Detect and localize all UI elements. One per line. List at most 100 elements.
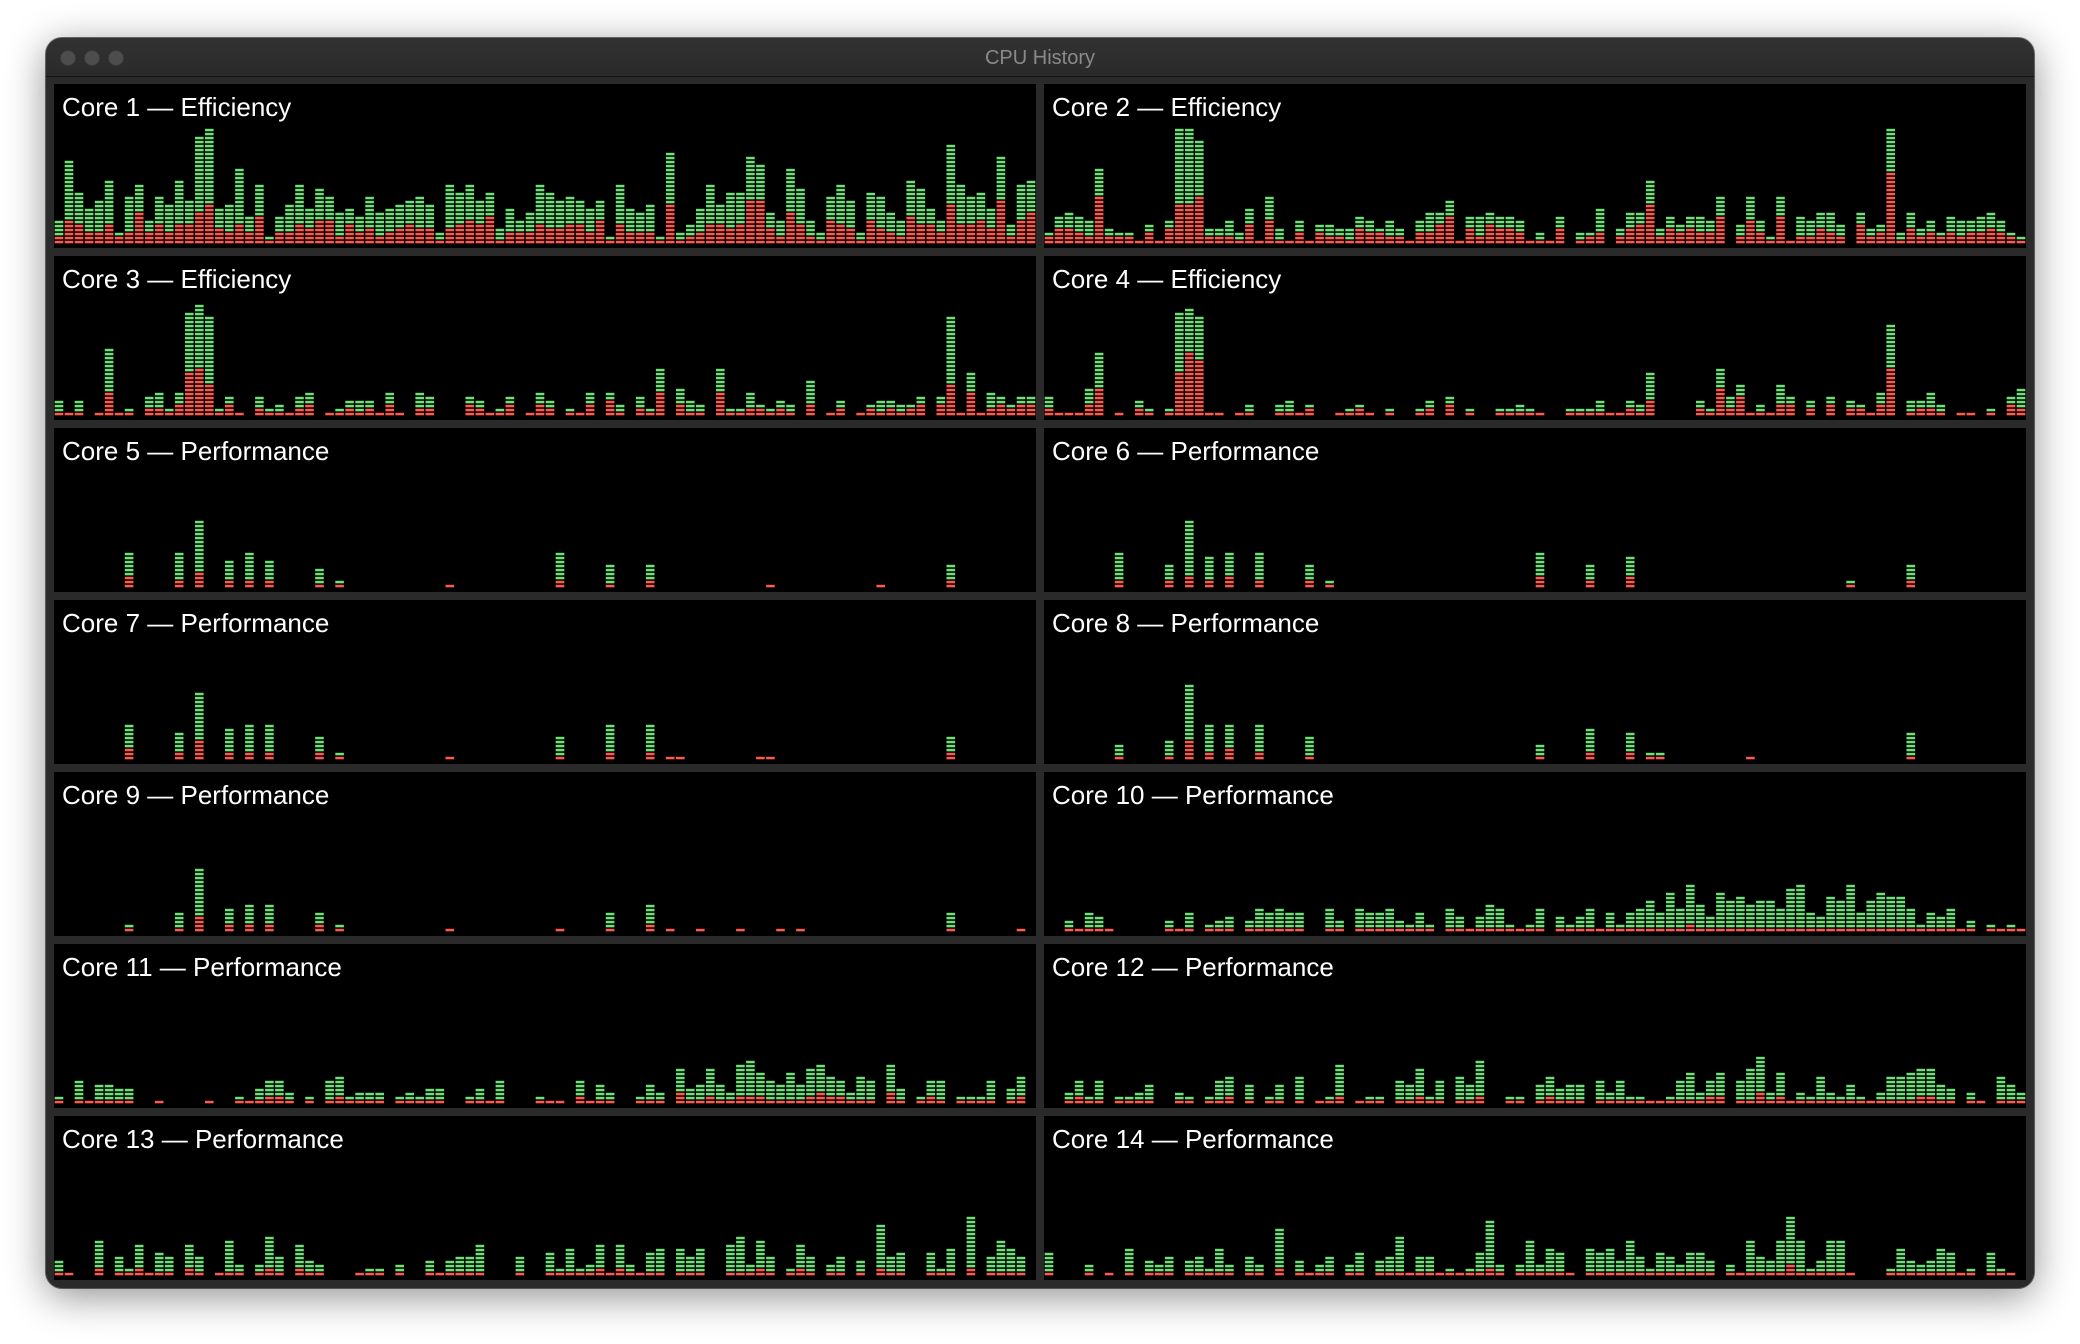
user-load-segment (1645, 752, 1655, 756)
user-load-segment (1856, 216, 1865, 220)
user-load-segment (255, 396, 264, 400)
user-load-segment (1716, 904, 1725, 908)
user-load-segment (1645, 372, 1655, 376)
system-load-segment (1185, 756, 1194, 760)
user-load-segment (205, 320, 214, 324)
user-load-segment (1275, 920, 1284, 924)
user-load-segment (1355, 404, 1364, 408)
user-load-segment (1615, 1264, 1625, 1268)
user-load-segment (1736, 392, 1745, 396)
user-load-segment (124, 228, 134, 232)
user-load-segment (1475, 1084, 1485, 1088)
user-load-segment (1385, 408, 1394, 412)
user-load-segment (505, 396, 515, 400)
user-load-segment (195, 176, 204, 180)
user-load-segment (1856, 220, 1865, 224)
system-load-segment (756, 1268, 765, 1272)
system-load-segment (74, 240, 84, 244)
system-load-segment (1185, 216, 1194, 220)
user-load-segment (535, 208, 545, 212)
system-load-segment (475, 236, 485, 240)
system-load-segment (615, 412, 625, 416)
system-load-segment (104, 1100, 114, 1104)
user-load-segment (1986, 408, 1996, 412)
system-load-segment (335, 1096, 344, 1100)
minimize-button[interactable] (84, 50, 100, 66)
user-load-segment (645, 1256, 655, 1260)
user-load-segment (1936, 404, 1946, 408)
user-load-segment (1816, 920, 1825, 924)
user-load-segment (225, 920, 234, 924)
system-load-segment (205, 404, 214, 408)
close-button[interactable] (60, 50, 76, 66)
system-load-segment (225, 928, 234, 932)
user-load-segment (1615, 1260, 1625, 1264)
system-load-segment (174, 408, 184, 412)
user-load-segment (225, 912, 234, 916)
user-load-segment (1585, 912, 1595, 916)
user-load-segment (1886, 148, 1895, 152)
user-load-segment (195, 556, 204, 560)
user-load-segment (706, 196, 715, 200)
user-load-segment (1916, 404, 1926, 408)
user-load-segment (1104, 228, 1114, 232)
core-panel: Core 4 — Efficiency (1044, 256, 2026, 420)
zoom-button[interactable] (108, 50, 124, 66)
user-load-segment (696, 408, 705, 412)
system-load-segment (1094, 928, 1104, 932)
user-load-segment (1706, 1080, 1715, 1084)
user-load-segment (295, 208, 304, 212)
user-load-segment (1635, 1264, 1645, 1268)
user-load-segment (1766, 904, 1775, 908)
user-load-segment (164, 1268, 174, 1272)
user-load-segment (1016, 208, 1026, 212)
user-load-segment (956, 188, 966, 192)
user-load-segment (1896, 924, 1905, 928)
user-load-segment (866, 196, 875, 200)
system-load-segment (275, 1096, 284, 1100)
system-load-segment (245, 580, 254, 584)
system-load-segment (315, 928, 324, 932)
user-load-segment (1084, 388, 1094, 392)
system-load-segment (1575, 928, 1585, 932)
user-load-segment (1255, 736, 1264, 740)
user-load-segment (195, 896, 204, 900)
user-load-segment (335, 228, 344, 232)
user-load-segment (1906, 400, 1916, 404)
user-load-segment (1816, 1268, 1825, 1272)
user-load-segment (645, 916, 655, 920)
system-load-segment (1054, 232, 1064, 236)
system-load-segment (1355, 236, 1364, 240)
user-load-segment (836, 1260, 845, 1264)
user-load-segment (1144, 228, 1154, 232)
user-load-segment (1736, 924, 1745, 928)
system-load-segment (1225, 584, 1234, 588)
user-load-segment (595, 216, 605, 220)
user-load-segment (706, 188, 715, 192)
user-load-segment (866, 212, 875, 216)
system-load-segment (1746, 928, 1755, 932)
user-load-segment (1175, 128, 1184, 132)
user-load-segment (896, 1256, 905, 1260)
user-load-segment (54, 404, 64, 408)
user-load-segment (1776, 1268, 1785, 1272)
system-load-segment (846, 236, 855, 240)
user-load-segment (1655, 1252, 1665, 1256)
system-load-segment (966, 228, 976, 232)
system-load-segment (1996, 1272, 2006, 1276)
system-load-segment (1886, 372, 1895, 376)
user-load-segment (255, 192, 264, 196)
system-load-segment (1225, 580, 1234, 584)
user-load-segment (1896, 1248, 1905, 1252)
user-load-segment (1996, 1076, 2006, 1080)
system-load-segment (114, 236, 124, 240)
system-load-segment (455, 224, 465, 228)
system-load-segment (836, 240, 845, 244)
system-load-segment (1455, 240, 1465, 244)
user-load-segment (555, 224, 565, 228)
system-load-segment (305, 236, 314, 240)
user-load-segment (1094, 168, 1104, 172)
user-load-segment (1666, 220, 1675, 224)
system-load-segment (205, 204, 214, 208)
user-load-segment (1205, 572, 1214, 576)
